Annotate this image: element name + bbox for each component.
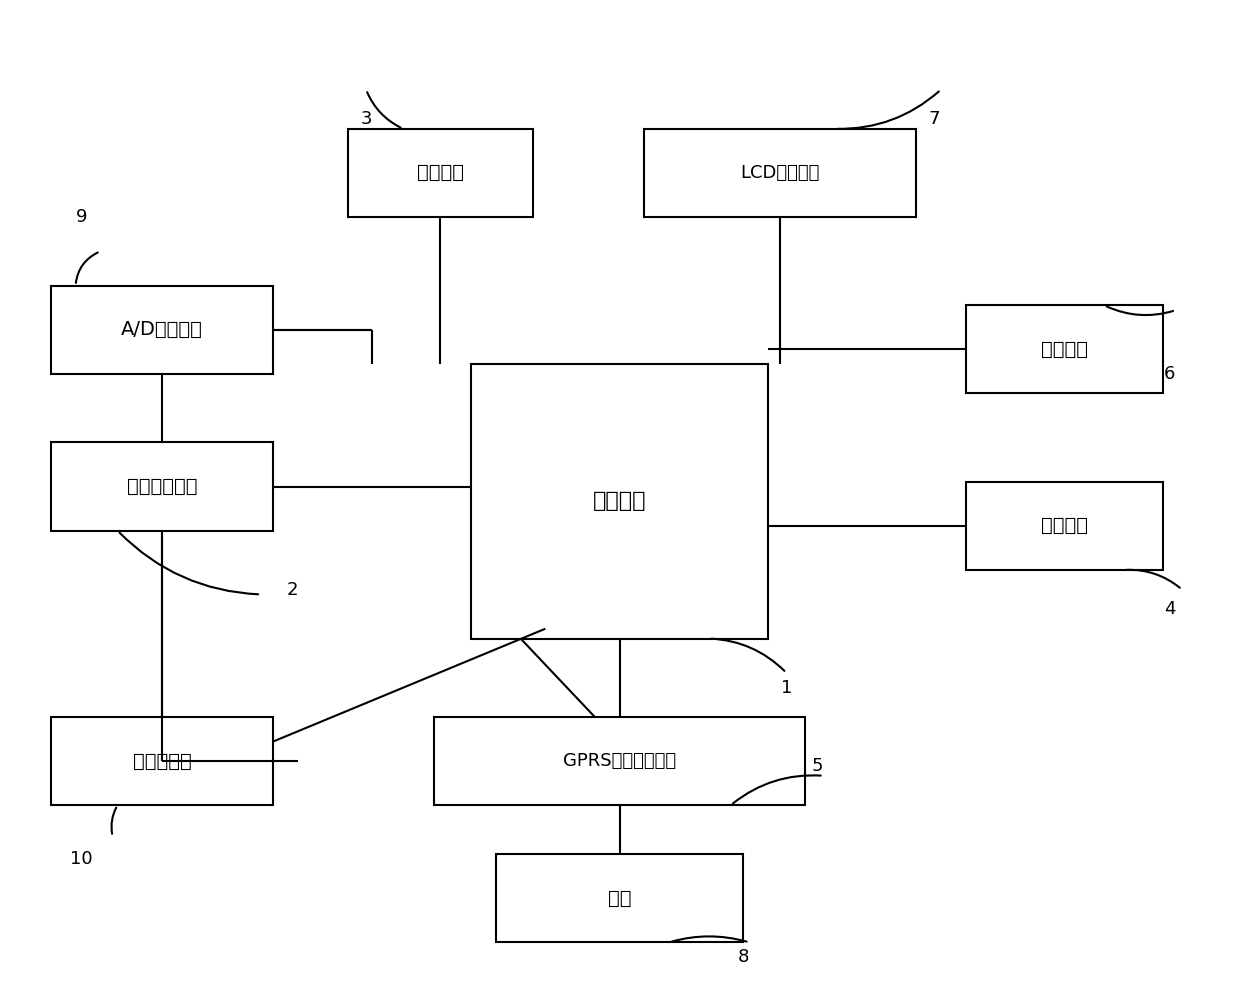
FancyBboxPatch shape <box>644 129 916 217</box>
FancyBboxPatch shape <box>51 286 274 374</box>
FancyBboxPatch shape <box>347 129 533 217</box>
Text: 时钟单元: 时钟单元 <box>416 163 463 183</box>
Text: 5: 5 <box>812 757 823 775</box>
Text: 控制单元: 控制单元 <box>592 492 647 511</box>
Text: 知识库单元: 知识库单元 <box>133 752 192 771</box>
Text: GPRS无线传输单元: GPRS无线传输单元 <box>563 752 676 770</box>
Text: 7: 7 <box>929 110 940 128</box>
Text: 2: 2 <box>286 581 297 599</box>
Text: 9: 9 <box>76 208 88 226</box>
Text: 存储单元: 存储单元 <box>1041 516 1088 536</box>
Text: 8: 8 <box>737 949 748 966</box>
Text: 3: 3 <box>361 110 372 128</box>
Text: 4: 4 <box>1163 601 1176 618</box>
Text: 10: 10 <box>71 850 93 868</box>
FancyBboxPatch shape <box>51 442 274 531</box>
FancyBboxPatch shape <box>965 482 1163 570</box>
Text: 电源单元: 电源单元 <box>1041 340 1088 359</box>
Text: LCD显示单元: LCD显示单元 <box>741 164 820 182</box>
Text: A/D转换单元: A/D转换单元 <box>121 320 203 339</box>
Text: 天线: 天线 <box>608 889 631 907</box>
Text: 信息采集单元: 信息采集单元 <box>126 477 197 496</box>
Text: 6: 6 <box>1163 365 1176 382</box>
Text: 1: 1 <box>781 678 792 697</box>
FancyBboxPatch shape <box>51 717 274 805</box>
FancyBboxPatch shape <box>434 717 805 805</box>
FancyBboxPatch shape <box>496 854 743 943</box>
FancyBboxPatch shape <box>471 364 768 639</box>
FancyBboxPatch shape <box>965 306 1163 393</box>
